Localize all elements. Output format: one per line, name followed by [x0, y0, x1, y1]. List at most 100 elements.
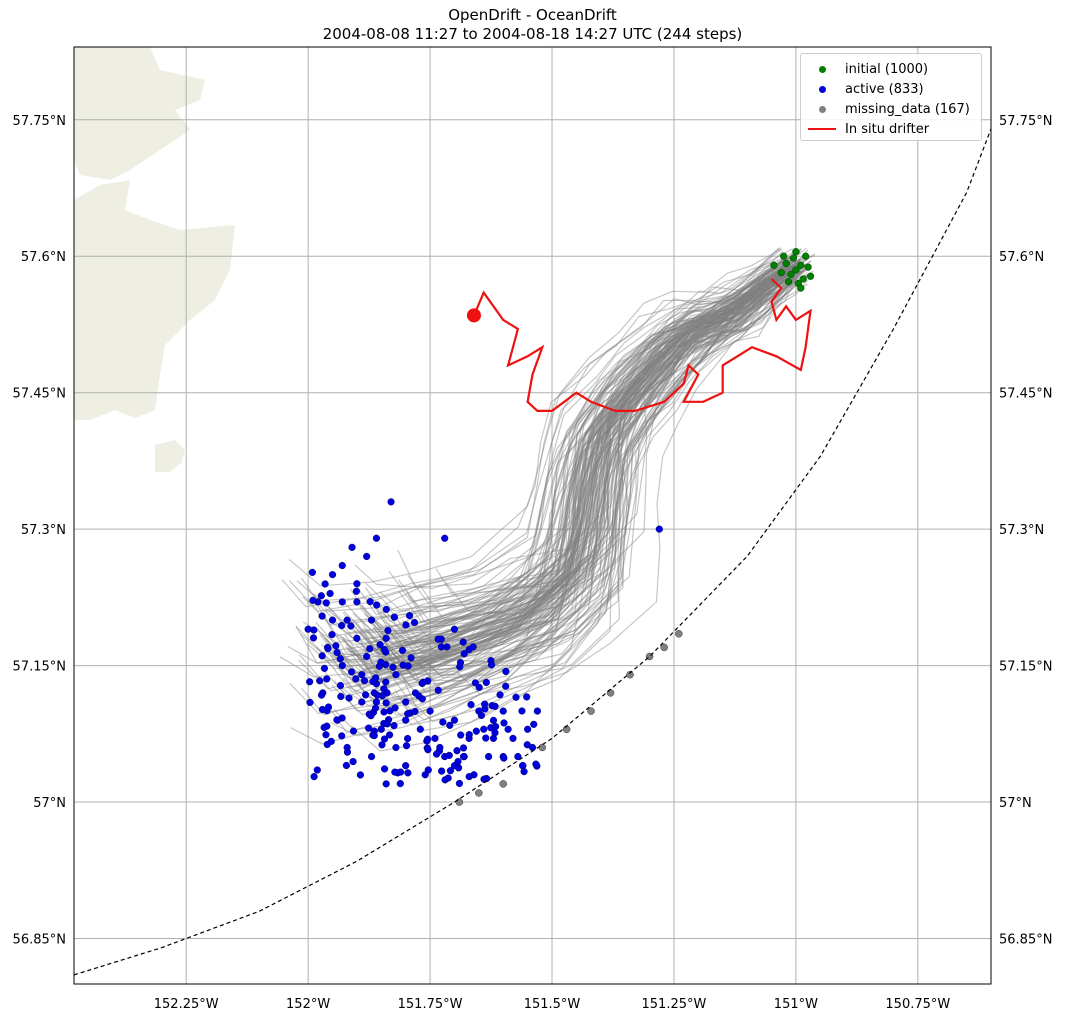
- active-point: [404, 734, 412, 743]
- trajectory-line: [373, 275, 798, 699]
- active-point: [391, 704, 399, 712]
- trajectory-line: [392, 266, 806, 699]
- trajectory-line: [331, 270, 793, 683]
- active-point: [434, 686, 442, 694]
- trajectory-line: [349, 263, 798, 692]
- active-point: [317, 691, 326, 699]
- active-point: [518, 707, 526, 715]
- trajectory-line: [361, 255, 798, 645]
- legend-marker-initial: [818, 65, 826, 73]
- active-point: [489, 716, 498, 725]
- trajectory-line: [345, 267, 790, 679]
- trajectory-line: [330, 280, 794, 737]
- active-point: [358, 671, 366, 679]
- trajectory-line: [287, 262, 782, 664]
- boundary-arc: [74, 128, 991, 976]
- trajectory-line: [408, 272, 808, 723]
- active-point: [342, 761, 351, 770]
- active-point: [372, 698, 381, 706]
- active-point: [407, 654, 415, 662]
- trajectory-line: [301, 248, 782, 612]
- trajectory-line: [418, 249, 809, 620]
- trajectory-line: [381, 265, 806, 645]
- active-point: [441, 534, 449, 542]
- x-tick-label: 151.25°W: [642, 997, 707, 1012]
- trajectory-line: [445, 253, 816, 615]
- active-point: [416, 725, 424, 733]
- active-point: [373, 691, 382, 699]
- trajectory-line: [339, 260, 797, 666]
- trajectory-cloud: [279, 247, 816, 752]
- active-point: [382, 605, 390, 613]
- active-point: [533, 707, 541, 715]
- y-tick-label-right: 57.45°N: [999, 387, 1052, 402]
- legend-label-drifter: In situ drifter: [845, 121, 930, 137]
- active-point: [502, 667, 510, 676]
- drifter-track: [466, 278, 812, 412]
- y-tick-label-left: 57°N: [33, 796, 66, 811]
- trajectory-line: [392, 276, 804, 721]
- trajectory-line: [312, 256, 788, 623]
- trajectory-line: [330, 266, 788, 688]
- trajectory-line: [367, 257, 802, 646]
- y-tick-label-left: 56.85°N: [13, 933, 66, 948]
- trajectory-line: [377, 250, 801, 633]
- active-point: [363, 552, 371, 561]
- missing-point: [499, 780, 507, 788]
- trajectory-line: [345, 268, 797, 674]
- active-point: [349, 757, 357, 766]
- active-point: [432, 750, 441, 758]
- active-point: [338, 621, 346, 630]
- trajectory-line: [358, 268, 792, 684]
- trajectory-line: [337, 270, 795, 685]
- trajectory-line: [295, 269, 788, 664]
- active-point: [328, 631, 336, 639]
- active-point: [402, 716, 410, 724]
- active-point: [382, 780, 390, 788]
- active-point: [380, 708, 388, 716]
- active-point: [380, 735, 389, 743]
- active-point: [362, 691, 370, 699]
- active-point: [353, 598, 361, 606]
- trajectory-line: [289, 274, 786, 715]
- active-point: [405, 612, 414, 620]
- active-point: [337, 692, 345, 701]
- trajectory-line: [385, 269, 807, 667]
- active-point: [380, 765, 389, 773]
- initial-point: [789, 254, 798, 262]
- initial-point: [782, 259, 790, 268]
- legend-marker-missing: [818, 105, 826, 113]
- y-tick-label-right: 57.15°N: [999, 660, 1052, 675]
- trajectory-line: [299, 273, 784, 692]
- active-point: [356, 771, 365, 779]
- y-tick-label-right: 57°N: [999, 796, 1032, 811]
- trajectory-line: [372, 263, 803, 666]
- y-tick-label-right: 57.6°N: [999, 250, 1044, 265]
- trajectory-line: [331, 274, 789, 716]
- initial-point: [799, 275, 807, 283]
- trajectory-line: [373, 260, 801, 630]
- missing-point: [675, 630, 683, 638]
- active-point: [424, 746, 432, 754]
- active-point: [338, 598, 346, 606]
- active-point: [390, 613, 398, 621]
- trajectory-line: [389, 260, 801, 642]
- trajectory-line: [359, 262, 798, 665]
- trajectory-line: [365, 248, 802, 623]
- trajectory-line: [295, 263, 779, 657]
- trajectory-line: [400, 258, 807, 660]
- trajectory-line: [435, 255, 815, 596]
- active-point: [347, 622, 355, 630]
- trajectory-line: [377, 264, 797, 675]
- trajectory-line: [326, 261, 792, 646]
- trajectory-line: [365, 261, 794, 664]
- x-tick-label: 151°W: [774, 997, 818, 1012]
- active-point: [309, 634, 318, 642]
- trajectory-line: [279, 268, 783, 678]
- trajectory-line: [419, 270, 814, 679]
- trajectory-line: [413, 272, 812, 686]
- active-point: [377, 658, 385, 666]
- trajectory-line: [324, 264, 786, 634]
- active-point: [371, 704, 380, 712]
